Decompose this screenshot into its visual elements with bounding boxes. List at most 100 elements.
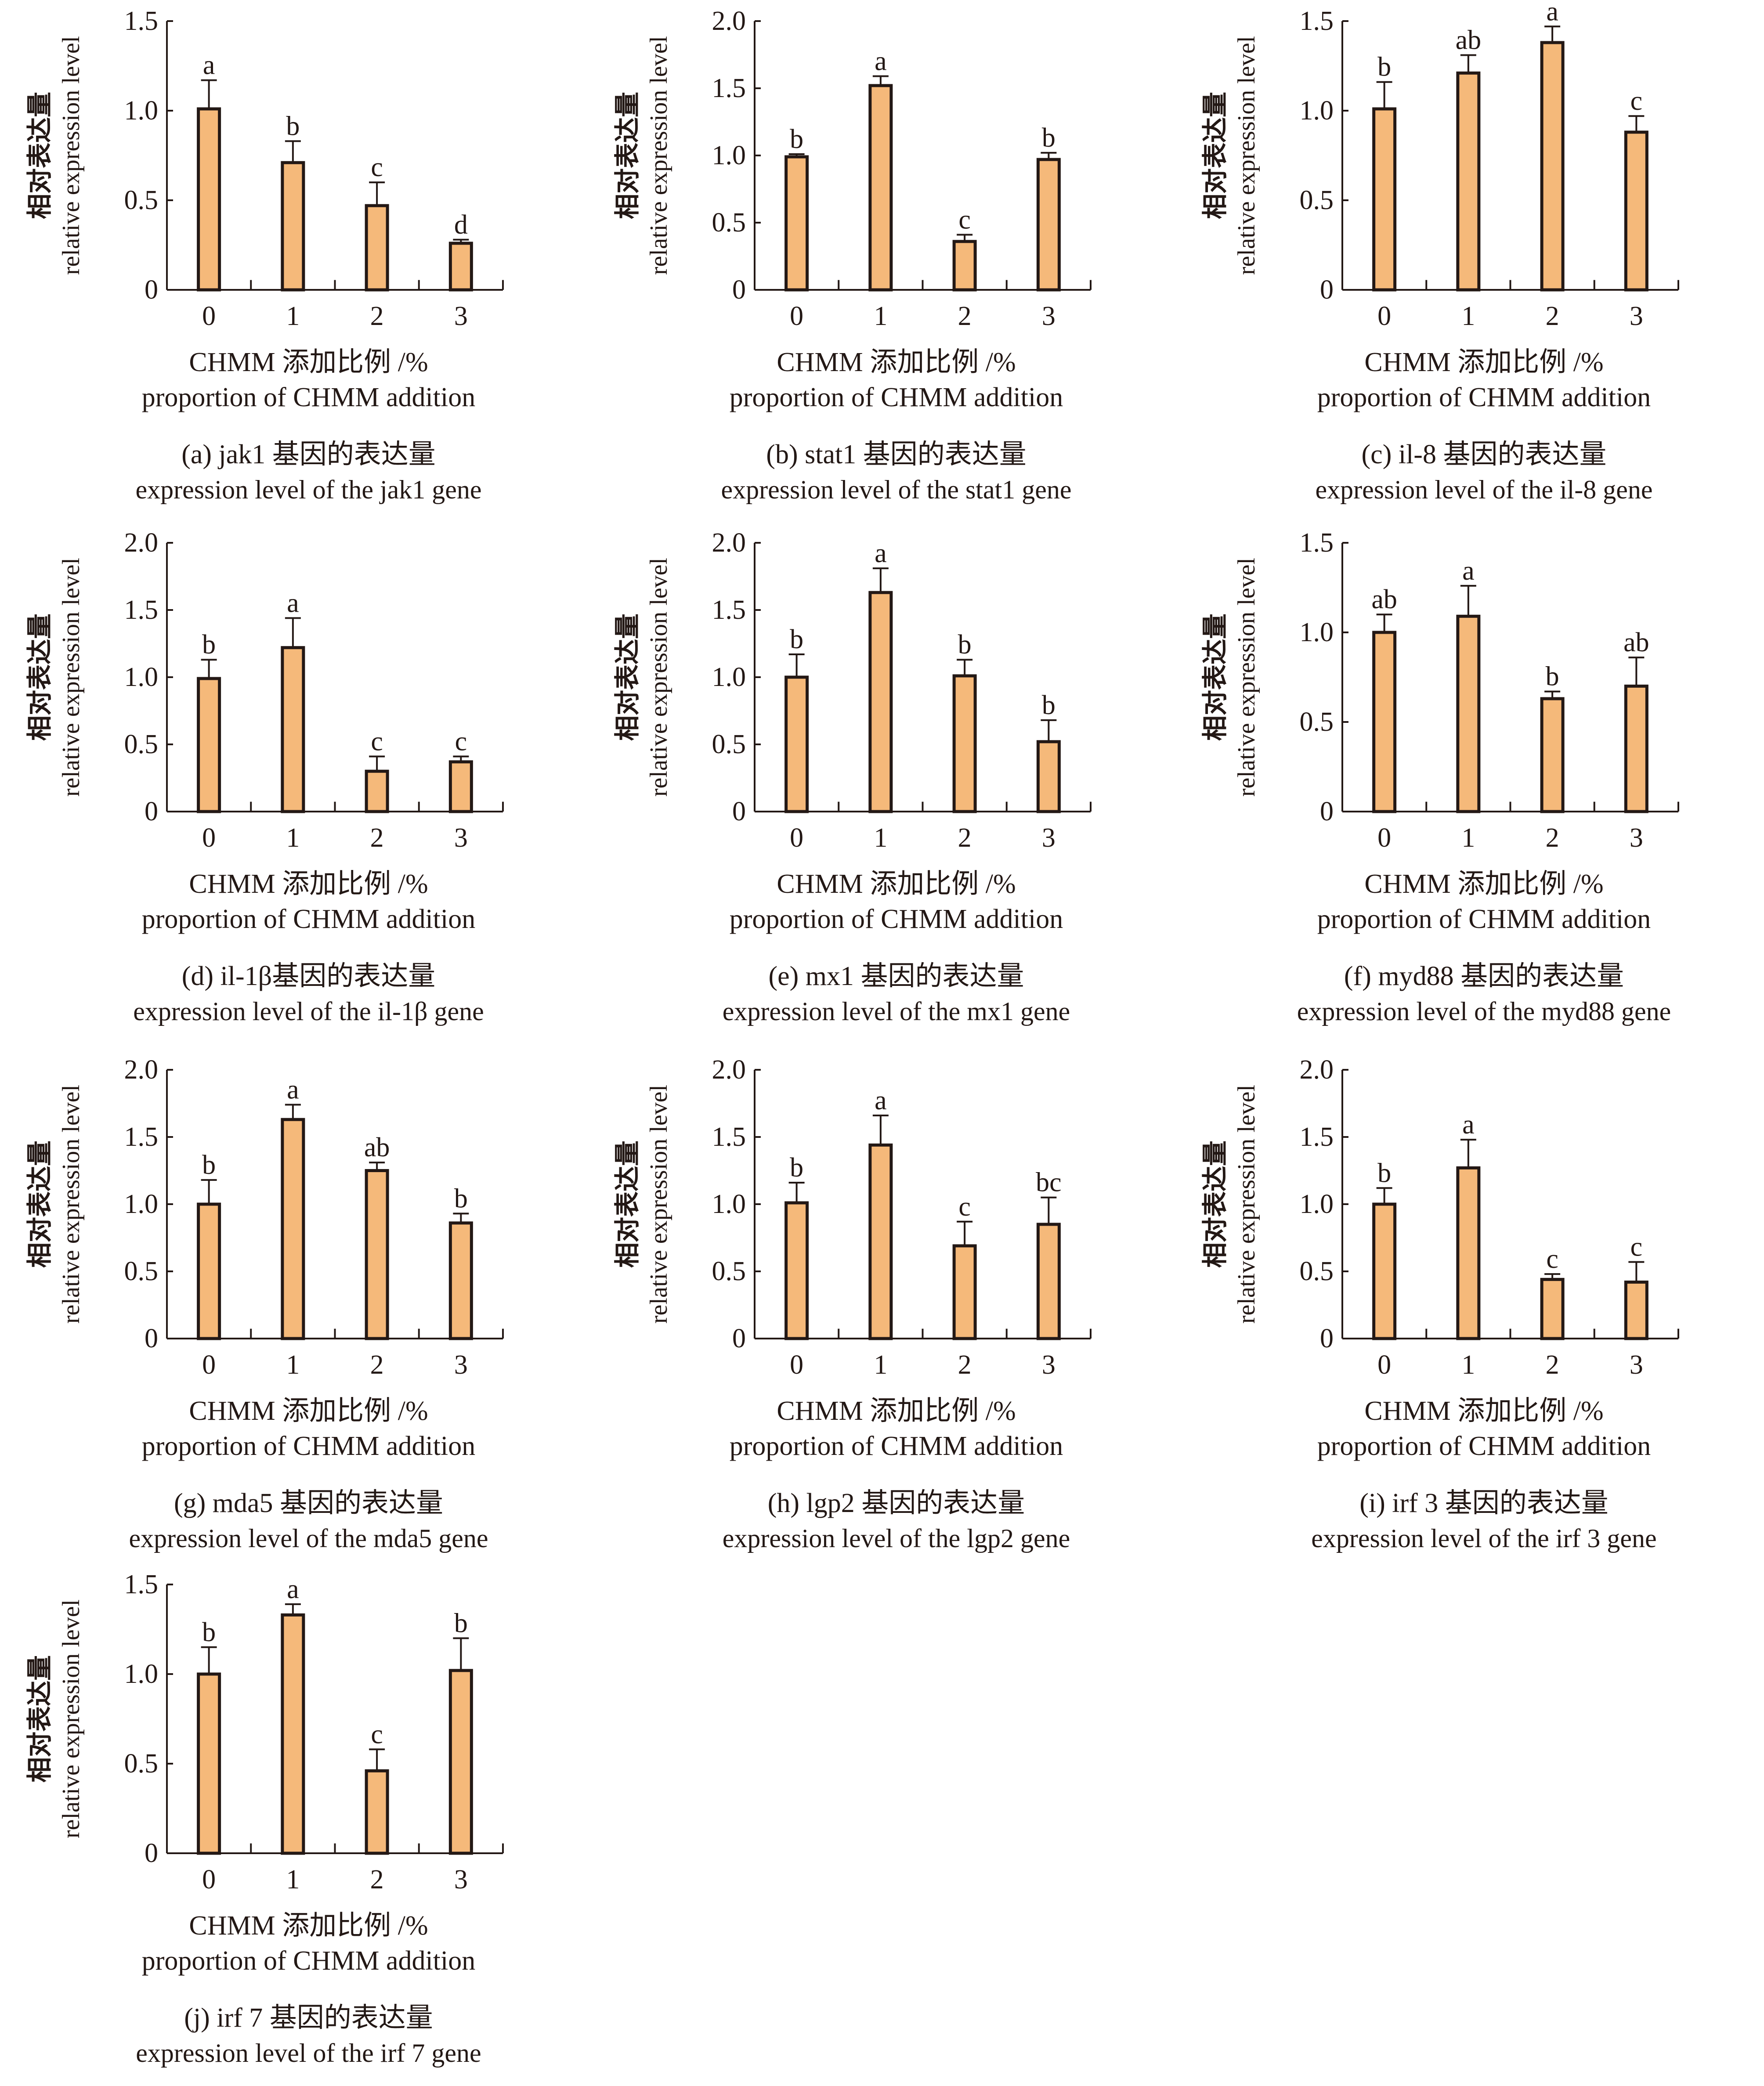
y-tick-label: 1.0: [1300, 96, 1334, 126]
significance-letter: ab: [1371, 585, 1397, 614]
significance-letter: b: [790, 624, 803, 654]
y-tick-label: 1.0: [124, 96, 159, 126]
bar: [1036, 158, 1061, 292]
panel-caption-en: expression level of the jak1 gene: [135, 475, 481, 504]
y-tick-label: 1.0: [712, 141, 746, 170]
y-tick-label: 0: [145, 275, 158, 305]
y-axis-label-en: relative expression level: [1233, 1085, 1260, 1324]
bar: [1540, 697, 1565, 813]
panel-caption-cn: (i) irf 3 基因的表达量: [1359, 1488, 1609, 1518]
bar: [365, 204, 389, 292]
bar: [1456, 71, 1481, 292]
significance-letter: b: [1042, 690, 1056, 720]
significance-letter: c: [371, 727, 383, 757]
significance-letter: b: [454, 1608, 468, 1638]
panel-caption-cn: (j) irf 7 基因的表达量: [184, 2003, 433, 2033]
chart-svg-e: 相对表达量 relative expression level 0 0.5 1.0 1.5…: [612, 528, 1092, 1026]
bar: [197, 677, 221, 813]
chart-panel-i: 相对表达量 relative expression level 0 0.5 1.0 1.5…: [1175, 1055, 1763, 1571]
panel-caption-en: expression level of the lgp2 gene: [723, 1524, 1070, 1553]
y-tick-label: 1.5: [124, 595, 159, 625]
bar: [952, 674, 977, 813]
y-axis-label-en: relative expression level: [645, 1085, 672, 1324]
x-tick-label: 0: [202, 823, 216, 853]
y-tick-label: 1.5: [124, 6, 159, 36]
y-axis-label-cn: 相对表达量: [1200, 92, 1230, 219]
significance-letter: ab: [364, 1133, 390, 1162]
chart-panel-j: 相对表达量 relative expression level 0 0.5 1.0 1.5…: [0, 1570, 588, 2086]
chart-svg-a: 相对表达量 relative expression level 0 0.5 1.0 1.5…: [25, 6, 504, 504]
x-tick-label: 0: [790, 1350, 803, 1380]
bar: [868, 1143, 893, 1340]
x-tick-label: 3: [1630, 823, 1643, 853]
y-tick-label: 0.5: [1300, 707, 1334, 737]
significance-letter: a: [1462, 1110, 1475, 1140]
significance-letter: b: [202, 1617, 216, 1647]
bar: [784, 1201, 809, 1340]
bar: [448, 242, 473, 292]
bar: [1372, 1202, 1397, 1340]
x-tick-label: 3: [1630, 301, 1643, 331]
bar: [448, 1221, 473, 1340]
significance-letter: c: [371, 152, 383, 182]
y-tick-label: 1.0: [712, 662, 746, 692]
y-tick-label: 1.0: [124, 662, 159, 692]
x-axis-label-cn: CHMM 添加比例 /%: [189, 347, 428, 377]
y-axis-label: 相对表达量 relative expression level: [612, 36, 672, 275]
x-tick-label: 2: [1546, 301, 1559, 331]
chart-panel-b: 相对表达量 relative expression level 0 0.5 1.0 1.5…: [588, 6, 1175, 523]
x-tick-label: 1: [1461, 823, 1475, 853]
x-tick-label: 0: [790, 301, 803, 331]
significance-letter: c: [1546, 1244, 1558, 1274]
x-tick-label: 2: [370, 1865, 384, 1895]
panel-caption-en: expression level of the myd88 gene: [1297, 997, 1671, 1026]
significance-letter: b: [286, 111, 300, 141]
x-tick-label: 2: [370, 823, 384, 853]
panel-caption-cn: (h) lgp2 基因的表达量: [768, 1488, 1025, 1518]
y-tick-label: 1.5: [712, 73, 746, 103]
panel-caption-cn: (a) jak1 基因的表达量: [181, 440, 436, 469]
y-tick-label: 1.5: [1300, 528, 1334, 558]
x-axis-label-cn: CHMM 添加比例 /%: [777, 1396, 1016, 1426]
x-axis-label-en: proportion of CHMM addition: [1317, 904, 1651, 934]
x-tick-label: 2: [958, 823, 972, 853]
bar: [448, 760, 473, 813]
x-axis-label-en: proportion of CHMM addition: [730, 1431, 1063, 1461]
y-tick-label: 0: [145, 1838, 158, 1868]
significance-letter: b: [1377, 52, 1391, 82]
y-axis-label-cn: 相对表达量: [25, 92, 54, 219]
chart-panel-h: 相对表达量 relative expression level 0 0.5 1.0 1.5…: [588, 1055, 1175, 1571]
y-axis-label: 相对表达量 relative expression level: [612, 558, 672, 797]
x-axis-label-en: proportion of CHMM addition: [730, 904, 1063, 934]
bar: [1540, 41, 1565, 292]
y-tick-label: 1.5: [1300, 6, 1334, 36]
significance-letter: a: [1546, 0, 1558, 26]
bar: [1624, 684, 1648, 813]
panel-caption-en: expression level of the il-8 gene: [1315, 475, 1652, 504]
chart-svg-h: 相对表达量 relative expression level 0 0.5 1.0 1.5…: [612, 1055, 1092, 1553]
chart-panel-d: 相对表达量 relative expression level 0 0.5 1.0 1.5…: [0, 528, 588, 1044]
x-tick-label: 3: [454, 1350, 468, 1380]
y-axis-label-cn: 相对表达量: [25, 1140, 54, 1268]
x-tick-label: 3: [1042, 301, 1056, 331]
significance-letter: c: [455, 727, 467, 757]
significance-letter: b: [454, 1184, 468, 1213]
panel-caption-cn: (d) il-1β基因的表达量: [182, 961, 435, 991]
bar: [365, 1169, 389, 1340]
chart-panel-c: 相对表达量 relative expression level 0 0.5 1.0 1.5…: [1175, 0, 1763, 523]
chart-svg-f: 相对表达量 relative expression level 0 0.5 1.0 1.5…: [1200, 528, 1679, 1026]
bar: [784, 155, 809, 292]
significance-letter: c: [958, 1192, 971, 1222]
x-tick-label: 0: [790, 823, 803, 853]
y-tick-label: 1.5: [712, 595, 746, 625]
y-tick-label: 0.5: [712, 208, 746, 238]
chart-svg-i: 相对表达量 relative expression level 0 0.5 1.0 1.5…: [1200, 1055, 1679, 1553]
x-tick-label: 0: [202, 1865, 216, 1895]
chart-svg-d: 相对表达量 relative expression level 0 0.5 1.0 1.5…: [25, 528, 504, 1026]
x-tick-label: 2: [1546, 1350, 1559, 1380]
x-axis-label-cn: CHMM 添加比例 /%: [189, 1911, 428, 1941]
x-axis-label-en: proportion of CHMM addition: [142, 383, 475, 412]
bar: [281, 646, 305, 813]
y-tick-label: 0.5: [1300, 185, 1334, 215]
x-axis-label-cn: CHMM 添加比例 /%: [1364, 869, 1603, 899]
